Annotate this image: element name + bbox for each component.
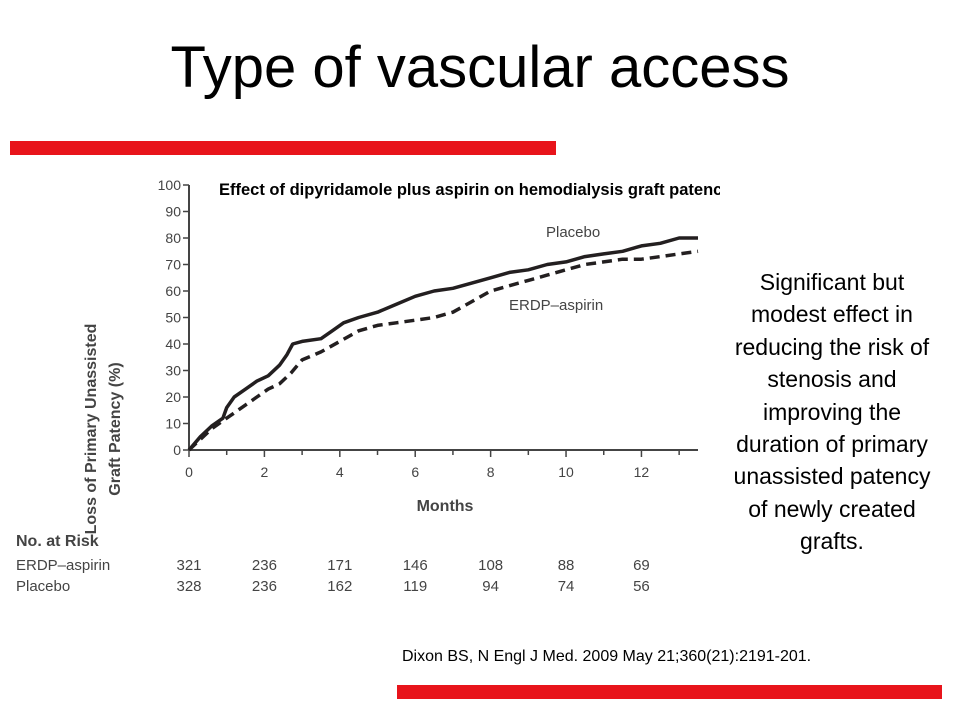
x-tick-label: 8 bbox=[487, 464, 495, 480]
x-axis-label: Months bbox=[417, 498, 474, 515]
chart-axes: 0 10 20 30 40 50 60 70 80 90 100 0 2 4 6 8 10 12 bbox=[158, 177, 698, 480]
x-tick-label: 6 bbox=[411, 464, 419, 480]
x-tick-label: 12 bbox=[634, 464, 650, 480]
y-axis-label: Loss of Primary Unassisted Graft Patency… bbox=[83, 324, 124, 535]
x-tick-label: 10 bbox=[558, 464, 574, 480]
risk-value: 236 bbox=[252, 557, 277, 574]
y-tick-label: 60 bbox=[165, 283, 181, 299]
x-tick-label: 0 bbox=[185, 464, 193, 480]
risk-value: 69 bbox=[633, 557, 650, 574]
summary-note: Significant but modest effect in reducin… bbox=[733, 269, 931, 555]
y-tick-label: 80 bbox=[165, 230, 181, 246]
series-line-placebo bbox=[187, 236, 698, 452]
y-tick-label: 90 bbox=[165, 204, 181, 220]
y-tick-label: 0 bbox=[173, 442, 181, 458]
x-tick-label: 4 bbox=[336, 464, 344, 480]
y-axis-label-line-1: Loss of Primary Unassisted bbox=[83, 324, 100, 535]
risk-value: 171 bbox=[327, 557, 352, 574]
risk-value: 74 bbox=[558, 578, 575, 595]
risk-table-header: No. at Risk bbox=[16, 533, 99, 550]
y-tick-label: 10 bbox=[165, 416, 181, 432]
risk-value: 94 bbox=[482, 578, 499, 595]
risk-value: 119 bbox=[403, 578, 427, 595]
label-erdp-aspirin: ERDP–aspirin bbox=[509, 297, 603, 314]
y-axis-label-line-2: Graft Patency (%) bbox=[107, 362, 124, 495]
citation: Dixon BS, N Engl J Med. 2009 May 21;360(… bbox=[402, 648, 812, 665]
slide-title: Type of vascular access bbox=[170, 35, 790, 100]
y-tick-label: 50 bbox=[165, 310, 181, 326]
risk-row-label: ERDP–aspirin bbox=[16, 557, 110, 574]
x-tick-label: 2 bbox=[261, 464, 269, 480]
y-tick-label: 20 bbox=[165, 389, 181, 405]
risk-value: 146 bbox=[403, 557, 428, 574]
risk-row-label: Placebo bbox=[16, 578, 70, 595]
risk-table: ERDP–aspirin 321 236 171 146 108 88 69 Placebo 32… bbox=[16, 557, 650, 595]
y-tick-label: 30 bbox=[165, 363, 181, 379]
label-placebo: Placebo bbox=[546, 224, 600, 241]
chart-title: Effect of dipyridamole plus aspirin on h… bbox=[219, 181, 720, 199]
risk-value: 328 bbox=[176, 578, 201, 595]
risk-value: 56 bbox=[633, 578, 650, 595]
chart-series bbox=[187, 236, 699, 452]
risk-value: 236 bbox=[252, 578, 277, 595]
patency-chart: 0 10 20 30 40 50 60 70 80 90 100 0 2 4 6 8 10 12 Effect o… bbox=[16, 177, 720, 595]
accent-bar-bottom bbox=[397, 685, 942, 699]
risk-value: 162 bbox=[327, 578, 352, 595]
series-line-erdp-aspirin bbox=[187, 249, 699, 452]
y-tick-label: 100 bbox=[158, 177, 182, 193]
accent-bar-top bbox=[10, 141, 556, 155]
risk-value: 88 bbox=[558, 557, 575, 574]
risk-value: 108 bbox=[478, 557, 503, 574]
y-tick-label: 70 bbox=[165, 257, 181, 273]
risk-value: 321 bbox=[176, 557, 201, 574]
y-tick-label: 40 bbox=[165, 336, 181, 352]
